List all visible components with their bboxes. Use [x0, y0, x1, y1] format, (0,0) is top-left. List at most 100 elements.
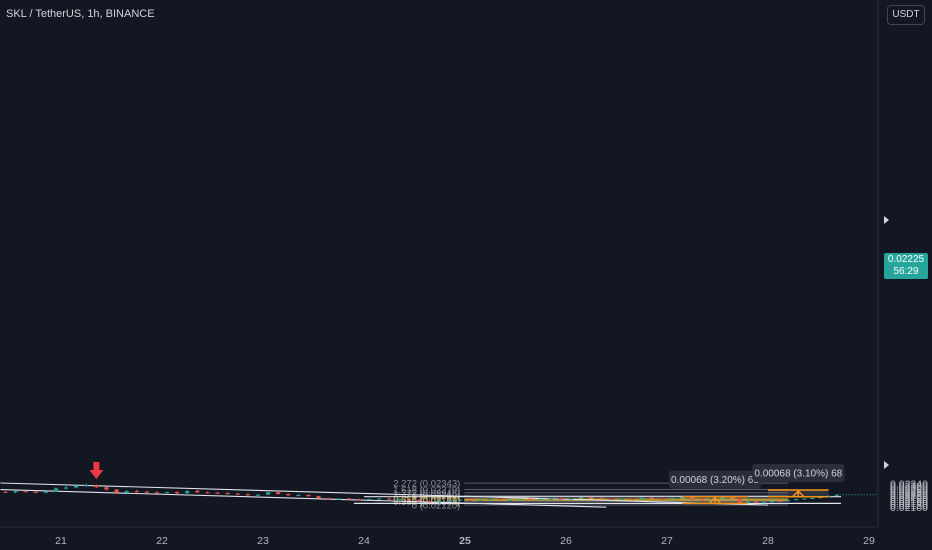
- candle-body: [84, 485, 89, 487]
- candle-body: [700, 499, 705, 501]
- candle-body: [255, 494, 261, 496]
- candle-body: [447, 500, 452, 502]
- candle-body: [377, 498, 382, 500]
- candle-body: [195, 490, 200, 493]
- candle-body: [164, 492, 170, 494]
- candle-body: [659, 498, 665, 500]
- candle-body: [63, 487, 69, 489]
- fib-level-label: 0.618 (0.02181): [393, 495, 460, 506]
- candle-body: [737, 498, 742, 504]
- measure-label-box: [752, 464, 845, 483]
- candle-body: [356, 499, 362, 501]
- candle-body: [346, 498, 351, 500]
- candle-body: [467, 499, 473, 501]
- candle-body: [336, 498, 341, 500]
- candle-body: [235, 493, 240, 495]
- candle-body: [639, 497, 644, 500]
- candle-body: [43, 491, 48, 493]
- y-tick-label: 0.02200: [890, 492, 928, 504]
- candle-body: [794, 499, 799, 501]
- candle-body: [296, 494, 301, 496]
- candle-body: [508, 499, 513, 501]
- candle-body: [457, 499, 463, 501]
- trend-lines-layer: [0, 482, 769, 508]
- candle-body: [778, 500, 783, 502]
- candle-body: [286, 494, 291, 496]
- x-tick-label: 21: [55, 535, 67, 547]
- y-tick-label: 0.02160: [890, 496, 928, 508]
- y-tick-label: 0.02240: [890, 488, 928, 500]
- last-price-badge: 0.02225 56:29: [884, 253, 928, 279]
- currency-button[interactable]: USDT: [887, 5, 925, 25]
- candle-body: [769, 500, 775, 503]
- y-tick-label: 0.02320: [890, 480, 928, 492]
- x-tick-label: 28: [762, 535, 774, 547]
- candle-body: [427, 500, 432, 502]
- axis-marker-icon: [884, 216, 889, 224]
- candle-body: [802, 498, 807, 500]
- candle-body: [215, 492, 220, 494]
- y-tick-label: 0.02180: [890, 494, 928, 506]
- y-tick-label: 0.02140: [890, 498, 928, 510]
- candle-body: [753, 501, 758, 503]
- candle-body: [761, 502, 767, 504]
- candle-body: [518, 498, 523, 500]
- candle-body: [387, 498, 392, 500]
- candle-body: [276, 492, 281, 495]
- x-tick-label: 26: [560, 535, 572, 547]
- candle-body: [609, 498, 614, 500]
- x-tick-label: 22: [156, 535, 168, 547]
- candle-countdown: 56:29: [893, 266, 919, 277]
- y-tick-label: 0.02260: [890, 486, 928, 498]
- last-price-value: 0.02225: [887, 254, 925, 265]
- measure-label-box: [668, 470, 761, 489]
- candle-body: [810, 497, 815, 499]
- candle-body: [144, 491, 149, 493]
- candle-body: [3, 491, 8, 493]
- candle-body: [437, 501, 442, 503]
- candle-body: [13, 491, 18, 493]
- candle-body: [629, 498, 634, 500]
- fib-level-label: 2.272 (0.02343): [393, 479, 460, 490]
- candle-body: [407, 498, 412, 500]
- candle-body: [599, 497, 604, 499]
- horizontal-lines-layer: [353, 496, 841, 504]
- candle-body: [730, 497, 735, 499]
- candle-body: [680, 497, 685, 499]
- candle-body: [53, 488, 59, 492]
- candle-body: [548, 498, 553, 500]
- candle-body: [538, 498, 543, 500]
- candle-body: [33, 491, 38, 493]
- x-tick-label: 27: [661, 535, 673, 547]
- candle-body: [579, 497, 584, 499]
- x-tick-label: 23: [257, 535, 269, 547]
- measure-label: 0.00068 (3.10%) 68: [754, 469, 842, 480]
- measure-arrow-icon: [708, 496, 722, 505]
- candle-body: [720, 497, 725, 499]
- candle-body: [205, 492, 210, 494]
- symbol-label: SKL / TetherUS, 1h, BINANCE: [6, 8, 155, 20]
- candle-body: [397, 498, 402, 500]
- candle-body: [175, 492, 180, 494]
- candle-body: [619, 498, 624, 500]
- candle-body: [417, 499, 422, 501]
- candle-body: [366, 498, 372, 500]
- fib-level-label: 1.618 (0.02279): [393, 485, 460, 496]
- measurement-arrows-layer: [89, 461, 829, 505]
- y-axis: 0.021000.021200.021400.021600.021800.022…: [877, 0, 928, 527]
- candle-body: [478, 499, 483, 501]
- candle-body: [690, 497, 695, 500]
- y-tick-label: 0.02280: [890, 484, 928, 496]
- fib-level-label: 0 (0.02120): [412, 501, 461, 512]
- candles-layer: [3, 483, 878, 506]
- fib-level-label: 0.5 (0.02169): [404, 496, 461, 507]
- candle-body: [786, 499, 791, 502]
- candle-body: [669, 497, 675, 499]
- candle-body: [74, 485, 79, 488]
- candle-body: [124, 491, 129, 493]
- measure-arrow-icon: [791, 489, 805, 498]
- candle-body: [245, 494, 250, 496]
- signal-down-arrow-icon: [89, 461, 104, 479]
